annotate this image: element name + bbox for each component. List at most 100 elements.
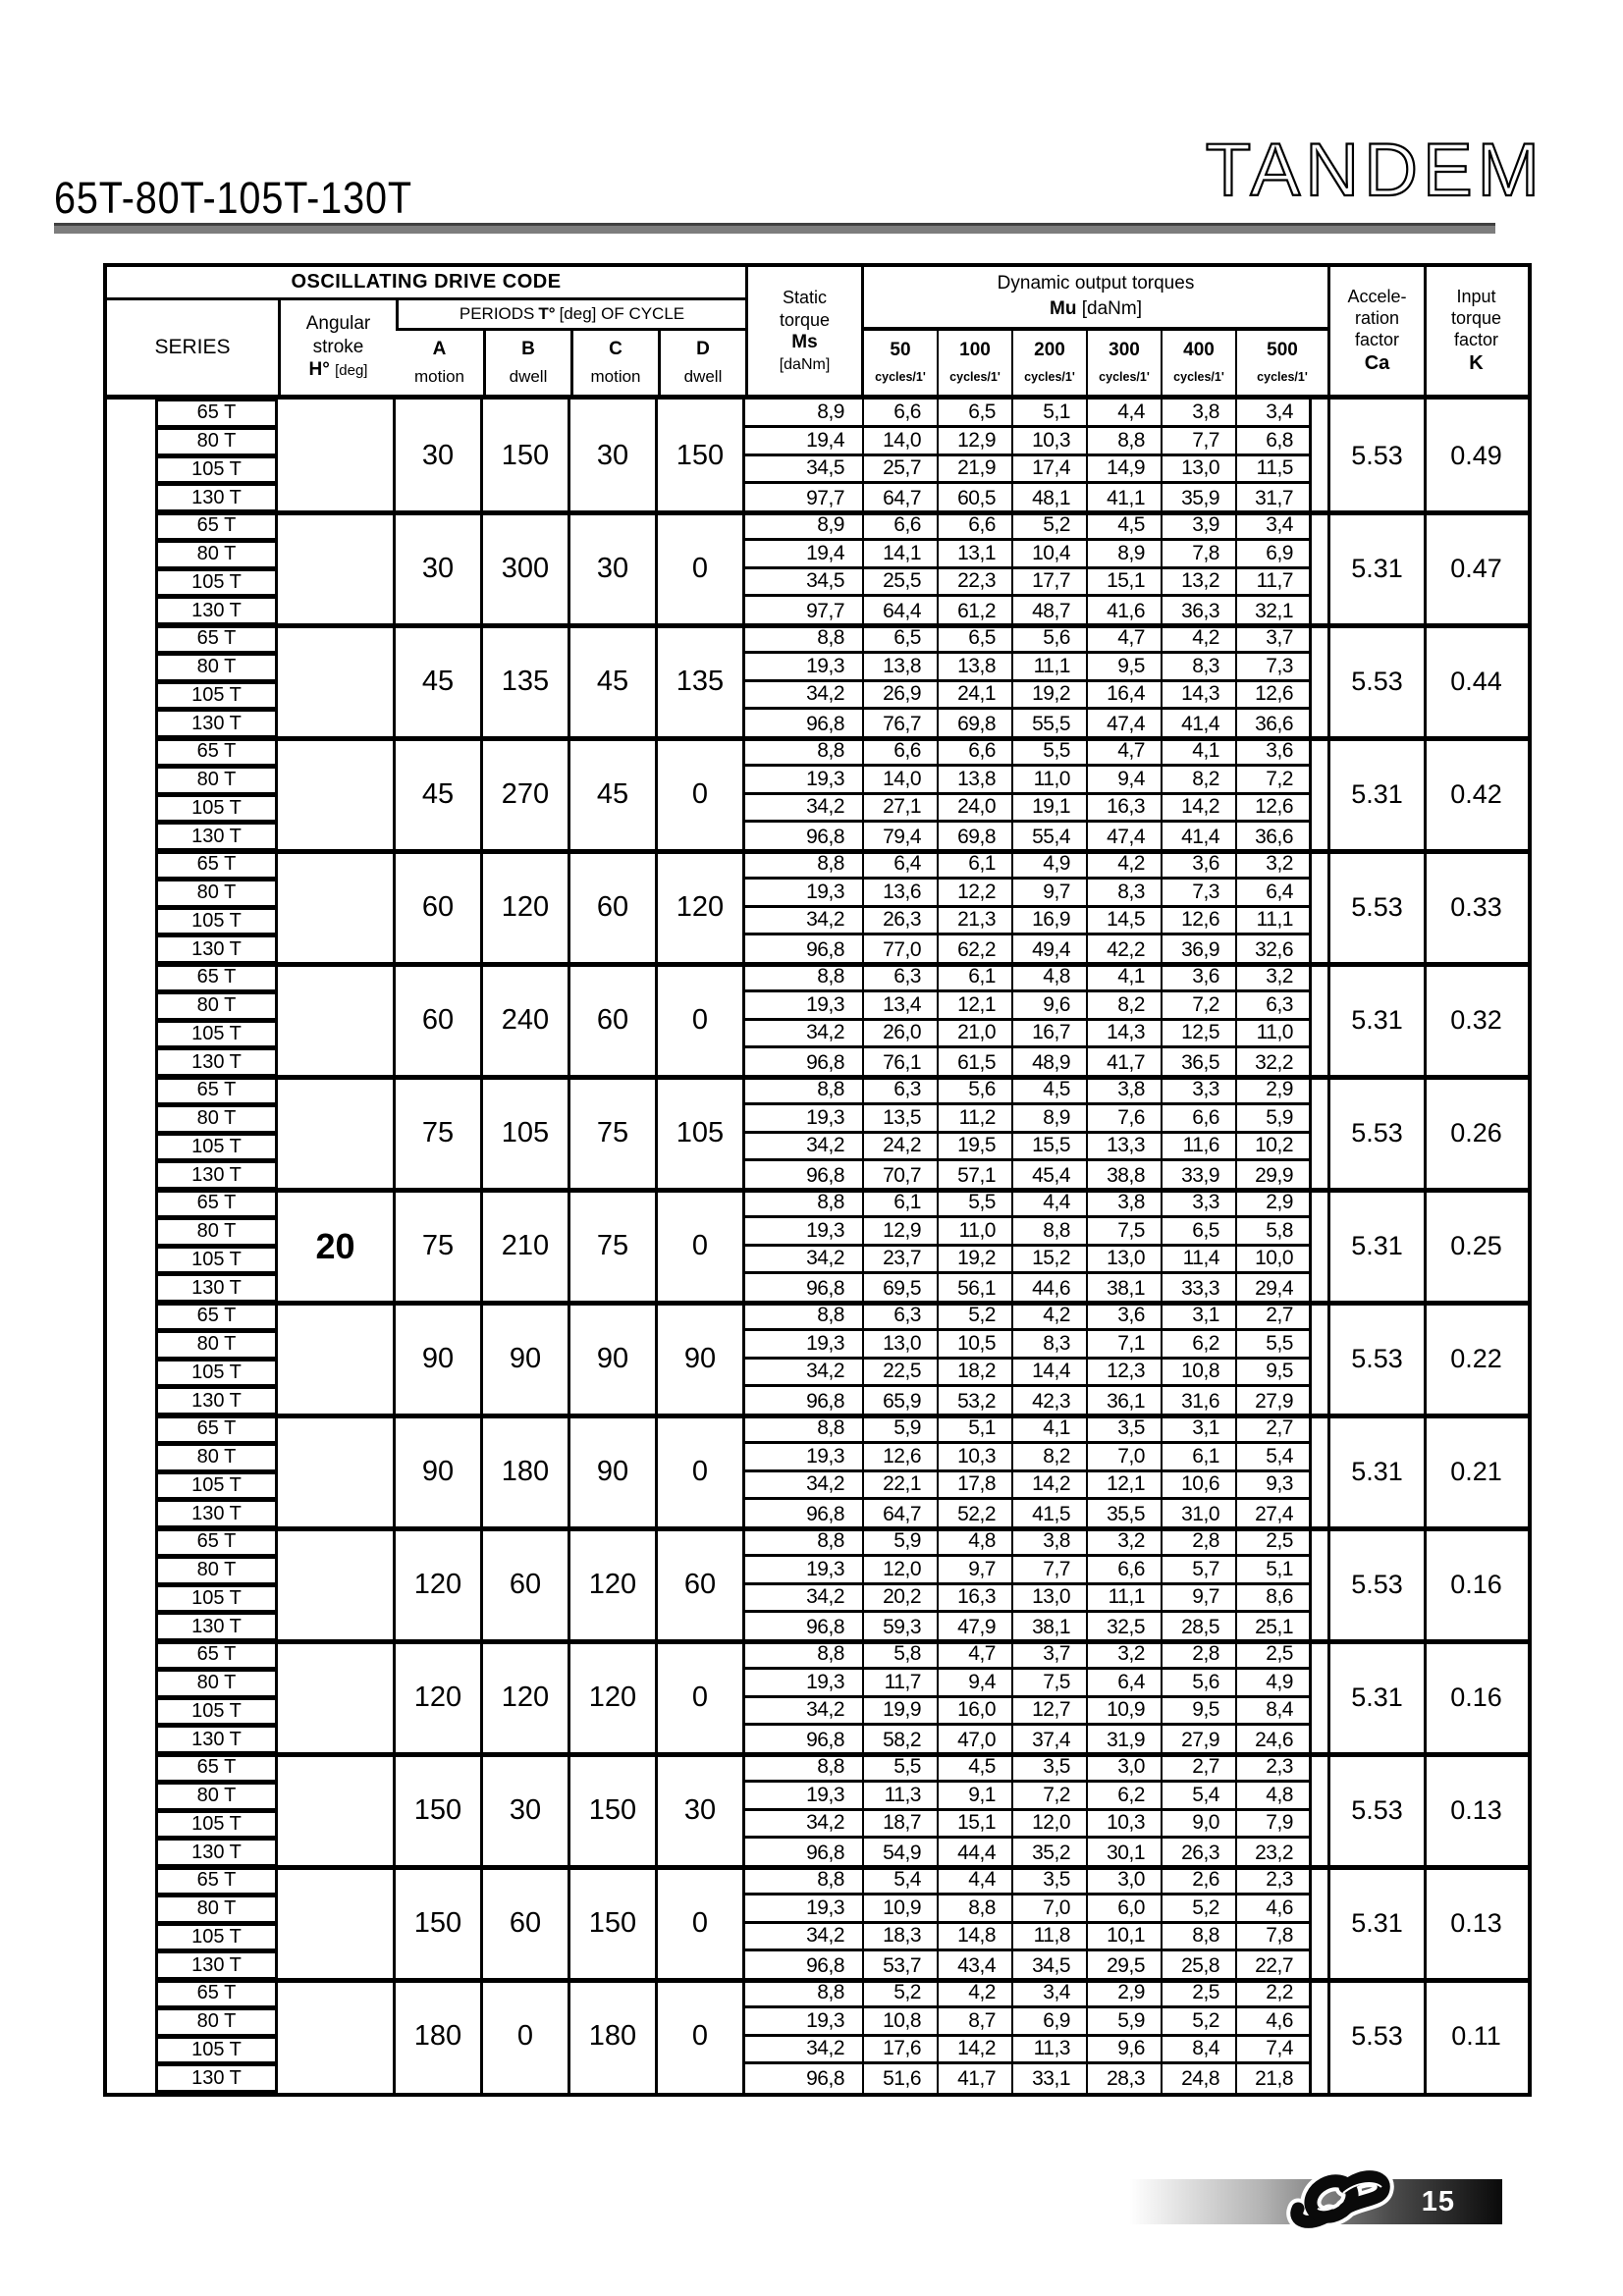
dynamic-torque-value: 58,2 bbox=[864, 1726, 939, 1754]
period-d-value: 90 bbox=[658, 1303, 745, 1415]
static-torque-value: 19,3 bbox=[745, 653, 864, 682]
series-label: 105 T bbox=[155, 567, 278, 598]
dynamic-torque-value: 41,5 bbox=[1013, 1500, 1088, 1528]
period-c-value: 150 bbox=[570, 1867, 658, 1980]
dynamic-torque-value: 28,5 bbox=[1163, 1613, 1237, 1641]
dynamic-torque-value: 4,5 bbox=[939, 1754, 1013, 1783]
dynamic-torque-value: 5,6 bbox=[939, 1077, 1013, 1105]
dynamic-torque-value: 24,0 bbox=[939, 794, 1013, 824]
series-label: 105 T bbox=[155, 2035, 278, 2065]
input-torque-factor-value: 0.49 bbox=[1450, 441, 1502, 470]
dynamic-torque-value: 4,4 bbox=[939, 1867, 1013, 1896]
series-label: 65 T bbox=[155, 1866, 278, 1896]
dynamic-torque-value: 4,2 bbox=[939, 1980, 1013, 2008]
dynamic-torque-value: 7,4 bbox=[1237, 2036, 1312, 2065]
period-a-value: 90 bbox=[396, 1303, 483, 1415]
series-column: 65 T 80 T 105 T 130 T bbox=[107, 399, 278, 512]
dynamic-torque-value: 5,9 bbox=[1237, 1104, 1312, 1134]
dynamic-torque-value: 2,7 bbox=[1237, 1303, 1312, 1331]
torque-values-block: 8,8 6,5 6,5 5,6 4,7 4,2 3,7 19,3 13,8 13,8 11,1 9,5… bbox=[745, 625, 1312, 738]
dynamic-torque-value: 7,7 bbox=[1163, 427, 1237, 456]
dynamic-torque-value: 43,4 bbox=[939, 1951, 1013, 1980]
dynamic-torque-value: 7,8 bbox=[1237, 1923, 1312, 1952]
dynamic-torque-value: 5,9 bbox=[1088, 2007, 1163, 2037]
input-torque-factor-value: 0.16 bbox=[1450, 1570, 1502, 1599]
dynamic-torque-value: 6,5 bbox=[864, 625, 939, 654]
series-label: 130 T bbox=[155, 934, 278, 964]
static-torque-value: 8,8 bbox=[745, 1528, 864, 1557]
table-group-row: 65 T 80 T 105 T 130 T 30 150 30 150 8,9 6… bbox=[107, 399, 1528, 512]
period-a-value: 45 bbox=[396, 738, 483, 851]
period-c-value: 60 bbox=[570, 851, 658, 964]
series-label: 80 T bbox=[155, 1103, 278, 1134]
dynamic-torque-value: 6,6 bbox=[939, 512, 1013, 541]
series-label: 80 T bbox=[155, 1329, 278, 1360]
dynamic-torque-value: 2,7 bbox=[1237, 1415, 1312, 1444]
input-torque-factor-value: 0.22 bbox=[1450, 1344, 1502, 1373]
mu-subtitle: Mu [daNm] bbox=[1050, 298, 1142, 319]
dynamic-torque-value: 12,1 bbox=[1088, 1471, 1163, 1501]
input-torque-factor-value: 0.16 bbox=[1450, 1682, 1502, 1712]
dynamic-torque-value: 19,1 bbox=[1013, 794, 1088, 824]
series-label: 105 T bbox=[155, 454, 278, 485]
dynamic-torque-value: 23,7 bbox=[864, 1246, 939, 1275]
dynamic-torque-value: 45,4 bbox=[1013, 1161, 1088, 1190]
dynamic-torque-value: 3,7 bbox=[1013, 1641, 1088, 1670]
table-group-row: 65 T 80 T 105 T 130 T 180 0 180 0 8,8 5,2… bbox=[107, 1977, 1528, 2093]
series-column: 65 T 80 T 105 T 130 T bbox=[107, 1527, 278, 1641]
input-torque-factor-value: 0.42 bbox=[1450, 779, 1502, 809]
dynamic-torque-value: 13,8 bbox=[864, 653, 939, 682]
dynamic-torque-value: 61,5 bbox=[939, 1048, 1013, 1077]
series-label: 130 T bbox=[155, 1725, 278, 1754]
dynamic-torque-value: 26,3 bbox=[1163, 1839, 1237, 1867]
static-torque-value: 19,3 bbox=[745, 879, 864, 908]
dynamic-torque-value: 13,0 bbox=[1088, 1246, 1163, 1275]
dynamic-torque-value: 8,9 bbox=[1013, 1104, 1088, 1134]
dynamic-torque-value: 13,0 bbox=[1013, 1584, 1088, 1614]
dynamic-torque-value: 6,2 bbox=[1163, 1330, 1237, 1360]
dynamic-torque-value: 5,1 bbox=[1237, 1556, 1312, 1585]
angular-stroke-cell bbox=[278, 1980, 396, 2093]
static-torque-value: 8,8 bbox=[745, 1303, 864, 1331]
dynamic-torque-value: 9,0 bbox=[1163, 1810, 1237, 1840]
dynamic-torque-value: 6,4 bbox=[864, 851, 939, 880]
period-c-value: 90 bbox=[570, 1415, 658, 1528]
series-label: 130 T bbox=[155, 1499, 278, 1528]
dynamic-torque-value: 16,3 bbox=[939, 1584, 1013, 1614]
static-torque-value: 19,3 bbox=[745, 991, 864, 1021]
dynamic-torque-value: 14,2 bbox=[939, 2036, 1013, 2065]
dynamic-title: Dynamic output torques bbox=[997, 273, 1195, 294]
dynamic-torque-value: 6,6 bbox=[864, 512, 939, 541]
dynamic-torque-value: 17,8 bbox=[939, 1471, 1013, 1501]
dynamic-torque-value: 35,9 bbox=[1163, 484, 1237, 512]
series-column: 65 T 80 T 105 T 130 T bbox=[107, 1189, 278, 1303]
dynamic-torque-value: 16,4 bbox=[1088, 681, 1163, 711]
dynamic-torque-value: 13,2 bbox=[1163, 568, 1237, 598]
angular-stroke-cell bbox=[278, 1077, 396, 1190]
dynamic-torque-value: 14,4 bbox=[1013, 1359, 1088, 1388]
dynamic-torque-value: 8,7 bbox=[939, 2007, 1013, 2037]
dynamic-torque-value: 7,5 bbox=[1013, 1669, 1088, 1698]
dynamic-torque-value: 65,9 bbox=[864, 1387, 939, 1415]
period-c-value: 120 bbox=[570, 1528, 658, 1641]
periods-label: PERIODS bbox=[459, 303, 535, 323]
period-d-value: 105 bbox=[658, 1077, 745, 1190]
dynamic-torque-value: 8,8 bbox=[1088, 427, 1163, 456]
dynamic-torque-value: 10,9 bbox=[1088, 1697, 1163, 1727]
dynamic-torque-value: 6,0 bbox=[1088, 1895, 1163, 1924]
period-b-value: 150 bbox=[483, 400, 570, 512]
dynamic-torque-value: 4,7 bbox=[939, 1641, 1013, 1670]
static-torque-value: 96,8 bbox=[745, 1387, 864, 1415]
dynamic-torque-value: 2,6 bbox=[1163, 1867, 1237, 1896]
static-torque-value: 34,2 bbox=[745, 1359, 864, 1388]
dynamic-torque-value: 49,4 bbox=[1013, 935, 1088, 964]
period-c-value: 60 bbox=[570, 964, 658, 1077]
static-torque-value: 8,8 bbox=[745, 738, 864, 767]
dynamic-torque-value: 10,3 bbox=[939, 1443, 1013, 1472]
dynamic-torque-value: 3,2 bbox=[1237, 851, 1312, 880]
period-a-value: 150 bbox=[396, 1754, 483, 1867]
dynamic-torque-value: 53,7 bbox=[864, 1951, 939, 1980]
dynamic-torque-value: 7,2 bbox=[1237, 766, 1312, 795]
period-d-value: 0 bbox=[658, 1415, 745, 1528]
angular-stroke-cell bbox=[278, 1754, 396, 1867]
